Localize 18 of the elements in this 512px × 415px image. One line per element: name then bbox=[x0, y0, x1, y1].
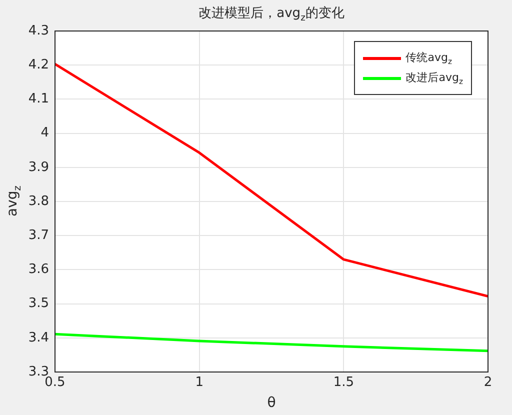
y-tick-label: 4.2 bbox=[28, 57, 49, 72]
legend-label: 改进后avg$_{z}$ bbox=[406, 70, 463, 86]
y-tick-label: 3.6 bbox=[28, 262, 49, 278]
y-tick-label: 4 bbox=[40, 126, 49, 141]
y-tick-label: 3.4 bbox=[28, 330, 49, 346]
x-axis-title: θ bbox=[266, 395, 277, 411]
x-tick-label: 0.5 bbox=[44, 375, 66, 390]
y-tick-label: 3.8 bbox=[28, 194, 49, 209]
y-tick-label: 4.3 bbox=[28, 23, 49, 38]
x-tick-label: 1 bbox=[195, 375, 204, 390]
legend-label: 传统avg$_{z}$ bbox=[406, 50, 452, 66]
y-tick-label: 3.9 bbox=[28, 160, 49, 175]
chart-title: 改进模型后，avg$_{z}$的变化 bbox=[198, 5, 346, 24]
x-tick-label: 1.5 bbox=[333, 375, 354, 390]
y-tick-label: 3.7 bbox=[28, 228, 49, 243]
x-tick-label: 2 bbox=[484, 375, 492, 390]
y-tick-label: 3.5 bbox=[28, 296, 49, 312]
y-tick-label: 4.1 bbox=[28, 92, 49, 107]
